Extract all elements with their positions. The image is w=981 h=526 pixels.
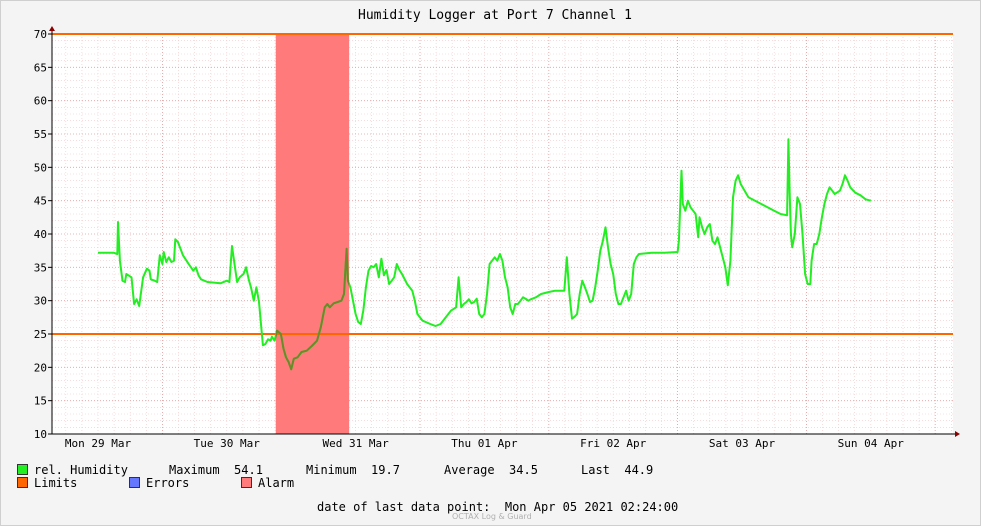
average-stat: Average 34.5 bbox=[444, 463, 538, 477]
alarm-swatch bbox=[241, 477, 252, 488]
last-stat: Last 44.9 bbox=[581, 463, 653, 477]
humidity-chart: Humidity Logger at Port 7 Channel 1 10 15… bbox=[34, 8, 960, 450]
legend-errors: Errors bbox=[129, 476, 189, 490]
humidity-series-line bbox=[98, 138, 872, 371]
minimum-stat: Minimum 19.7 bbox=[306, 463, 400, 477]
maximum-label: Maximum bbox=[169, 463, 220, 477]
y-tick-label: 25 bbox=[34, 328, 47, 341]
errors-legend-label: Errors bbox=[146, 476, 190, 490]
limits-swatch bbox=[17, 477, 28, 488]
last-value: 44.9 bbox=[624, 463, 654, 477]
errors-swatch bbox=[129, 477, 140, 488]
legend-row-1: rel. Humidity bbox=[17, 463, 128, 477]
y-tick-label: 65 bbox=[34, 61, 47, 74]
y-tick-label: 35 bbox=[34, 261, 47, 274]
x-tick-label: Mon 29 Mar bbox=[65, 437, 132, 450]
x-tick-label: Tue 30 Mar bbox=[194, 437, 261, 450]
y-tick-label: 30 bbox=[34, 295, 47, 308]
x-tick-label: Fri 02 Apr bbox=[580, 437, 647, 450]
last-label: Last bbox=[581, 463, 610, 477]
y-tick-label: 40 bbox=[34, 228, 47, 241]
y-tick-label: 55 bbox=[34, 128, 47, 141]
x-tick-label: Wed 31 Mar bbox=[322, 437, 389, 450]
y-tick-label: 50 bbox=[34, 161, 47, 174]
limits-legend-label: Limits bbox=[34, 476, 78, 490]
average-label: Average bbox=[444, 463, 495, 477]
x-tick-label: Sun 04 Apr bbox=[838, 437, 905, 450]
last-data-point: date of last data point: Mon Apr 05 2021… bbox=[317, 500, 678, 514]
y-tick-label: 15 bbox=[34, 395, 47, 408]
minimum-value: 19.7 bbox=[371, 463, 400, 477]
watermark: OCTAX Log & Guard bbox=[452, 512, 532, 521]
y-tick-label: 60 bbox=[34, 95, 47, 108]
minimum-label: Minimum bbox=[306, 463, 357, 477]
maximum-stat: Maximum 54.1 bbox=[169, 463, 263, 477]
y-tick-label: 70 bbox=[34, 28, 47, 41]
x-tick-label: Sat 03 Apr bbox=[709, 437, 776, 450]
y-tick-label: 45 bbox=[34, 195, 47, 208]
humidity-swatch bbox=[17, 464, 28, 475]
plot-area: 10 15 20 25 30 35 40 45 50 55 60 65 70 Mon 29 Mar Tue … bbox=[34, 26, 960, 450]
alarm-legend-label: Alarm bbox=[258, 476, 295, 490]
last-data-point-label: date of last data point: bbox=[317, 500, 491, 514]
average-value: 34.5 bbox=[509, 463, 538, 477]
y-tick-label: 10 bbox=[34, 428, 47, 441]
y-axis-arrow bbox=[49, 26, 55, 31]
maximum-value: 54.1 bbox=[234, 463, 263, 477]
humidity-legend-label: rel. Humidity bbox=[34, 463, 128, 477]
alarm-band bbox=[275, 34, 350, 434]
legend-limits: Limits bbox=[17, 476, 77, 490]
y-tick-label: 20 bbox=[34, 361, 47, 374]
chart-title: Humidity Logger at Port 7 Channel 1 bbox=[358, 8, 632, 23]
x-axis-arrow bbox=[955, 431, 960, 437]
legend-alarm: Alarm bbox=[241, 476, 294, 490]
last-data-point-value: Mon Apr 05 2021 02:24:00 bbox=[504, 500, 679, 514]
x-tick-label: Thu 01 Apr bbox=[451, 437, 518, 450]
